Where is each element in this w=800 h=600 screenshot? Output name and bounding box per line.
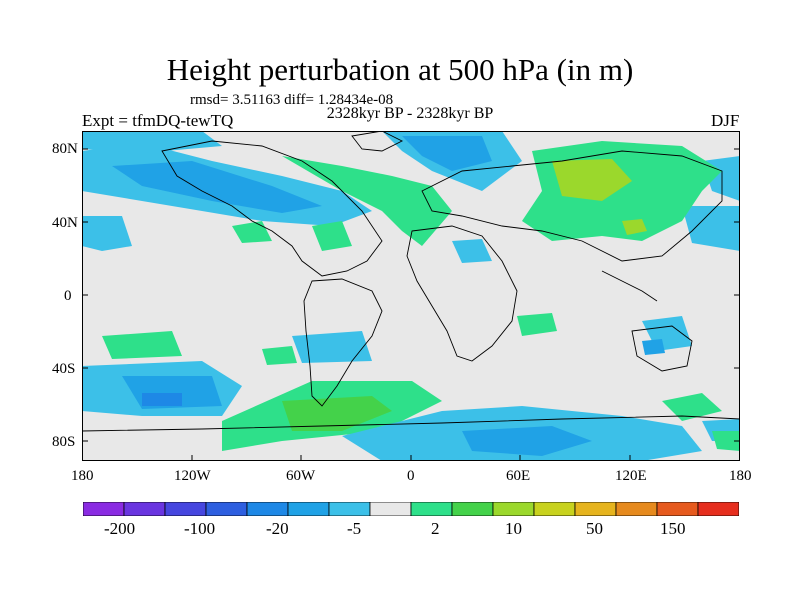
lon-label-60e: 60E [506, 468, 531, 484]
lon-label-120w: 120W [174, 468, 211, 484]
lat-label-80n: 80N [52, 141, 78, 157]
lon-label-0: 0 [407, 468, 415, 484]
colorbar-label-10: 10 [505, 519, 522, 538]
colorbar-box [410, 502, 453, 516]
colorbar-label-50: 50 [586, 519, 603, 538]
rmsd-text: rmsd= 3.51163 diff= 1.28434e-08 [190, 92, 394, 108]
colorbar-box [697, 502, 739, 516]
time-subtitle: 2328kyr BP - 2328kyr BP [326, 105, 494, 122]
colorbar-box [369, 502, 412, 516]
colorbar-box [246, 502, 289, 516]
season-label: DJF [711, 111, 740, 130]
colorbar-box [205, 502, 248, 516]
colorbar-box [287, 502, 330, 516]
lat-label-40s: 40S [52, 361, 76, 377]
axis-ticks [82, 148, 740, 461]
colorbar-box [328, 502, 371, 516]
colorbar-label-neg5: -5 [347, 519, 362, 538]
colorbar [83, 502, 739, 516]
colorbar-box [83, 502, 125, 516]
lon-label-180w: 180 [71, 468, 94, 484]
colorbar-box [164, 502, 207, 516]
experiment-label: Expt = tfmDQ-tewTQ [82, 111, 234, 130]
lon-label-180e: 180 [729, 468, 752, 484]
colorbar-box [492, 502, 535, 516]
colorbar-label-150: 150 [660, 519, 686, 538]
colorbar-label-neg20: -20 [266, 519, 289, 538]
colorbar-box [574, 502, 617, 516]
colorbar-label-2: 2 [431, 519, 440, 538]
colorbar-box [656, 502, 699, 516]
colorbar-label-neg100: -100 [184, 519, 216, 538]
lat-label-80s: 80S [52, 434, 76, 450]
plot-title: Height perturbation at 500 hPa (in m) [166, 52, 634, 87]
lon-label-120e: 120E [615, 468, 647, 484]
colorbar-box [451, 502, 494, 516]
coastlines [82, 131, 740, 432]
colorbar-box [123, 502, 166, 516]
colorbar-box [615, 502, 658, 516]
colorbar-label-neg200: -200 [104, 519, 136, 538]
height-perturbation-map [82, 131, 740, 461]
lon-label-60w: 60W [286, 468, 316, 484]
lat-label-40n: 40N [52, 215, 78, 231]
lat-label-0: 0 [64, 288, 72, 304]
contour-fields [82, 131, 740, 461]
colorbar-box [533, 502, 576, 516]
